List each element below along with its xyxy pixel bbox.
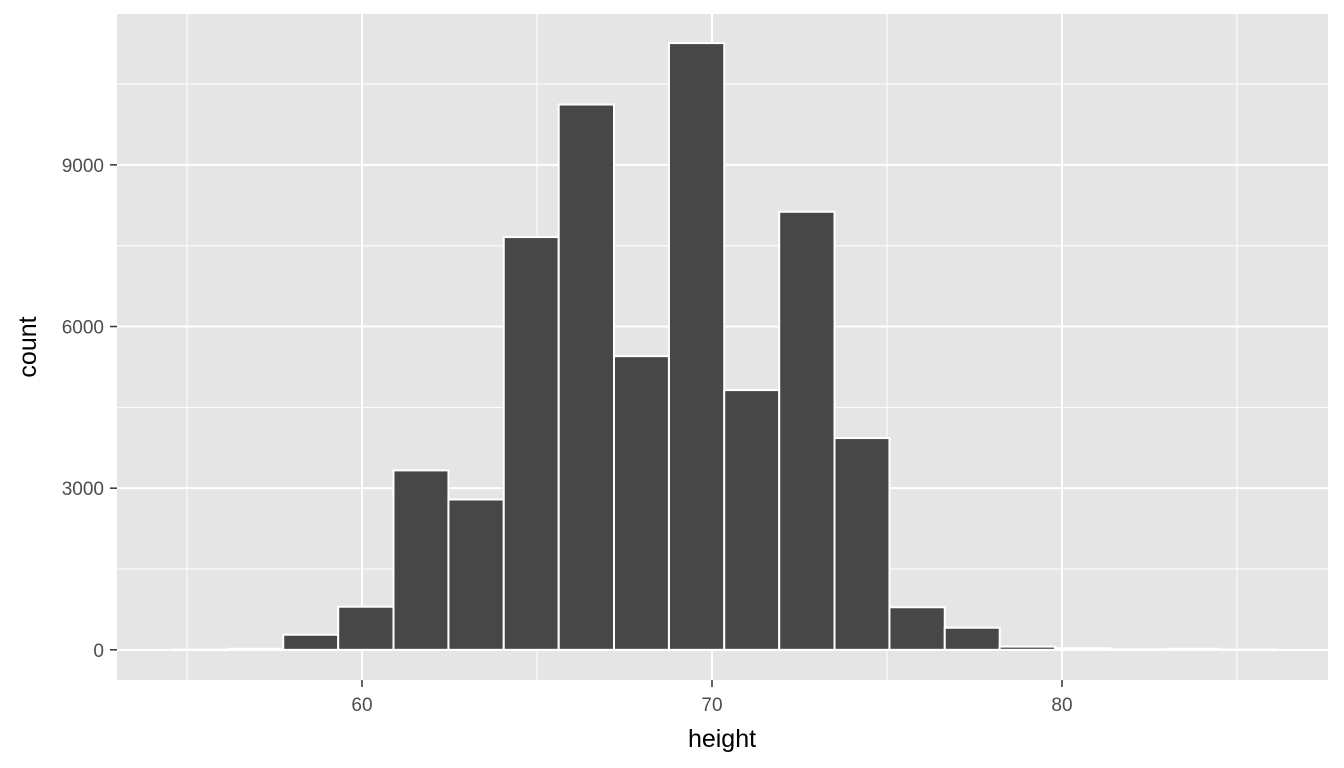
y-tick-label: 6000 — [62, 318, 104, 339]
histogram-bar — [447, 498, 505, 651]
y-tick-label: 9000 — [62, 156, 104, 177]
histogram-bar — [667, 42, 726, 651]
y-tick-label: 3000 — [62, 479, 104, 500]
histogram-bar — [1054, 647, 1111, 651]
histogram-bar — [778, 210, 836, 651]
histogram-bar — [557, 103, 616, 651]
histogram-bar — [998, 645, 1057, 651]
x-tick-label: 80 — [1051, 695, 1072, 716]
histogram-bar — [723, 389, 781, 651]
histogram-bar — [1219, 648, 1277, 652]
y-axis-title: count — [14, 316, 42, 377]
x-tick-label: 70 — [701, 695, 722, 716]
x-axis-title: height — [688, 725, 756, 753]
histogram-bars — [172, 42, 1277, 652]
histogram-bar — [1108, 648, 1167, 651]
histogram-bar — [502, 236, 560, 651]
histogram-bar — [392, 469, 450, 651]
x-tick-label: 60 — [351, 695, 372, 716]
histogram-bar — [888, 606, 946, 651]
x-axis-ticks: 60 70 80 — [351, 680, 1073, 716]
histogram-bar — [943, 626, 1001, 651]
histogram-bar — [226, 647, 285, 651]
histogram-bar — [282, 633, 340, 651]
histogram-bar — [1164, 647, 1222, 651]
y-axis-ticks: 0 3000 6000 9000 — [62, 156, 117, 662]
histogram-bar — [172, 648, 229, 652]
histogram-bar — [613, 355, 670, 651]
histogram-bar — [833, 437, 891, 651]
histogram-bar — [337, 605, 395, 651]
y-tick-label: 0 — [93, 641, 104, 662]
